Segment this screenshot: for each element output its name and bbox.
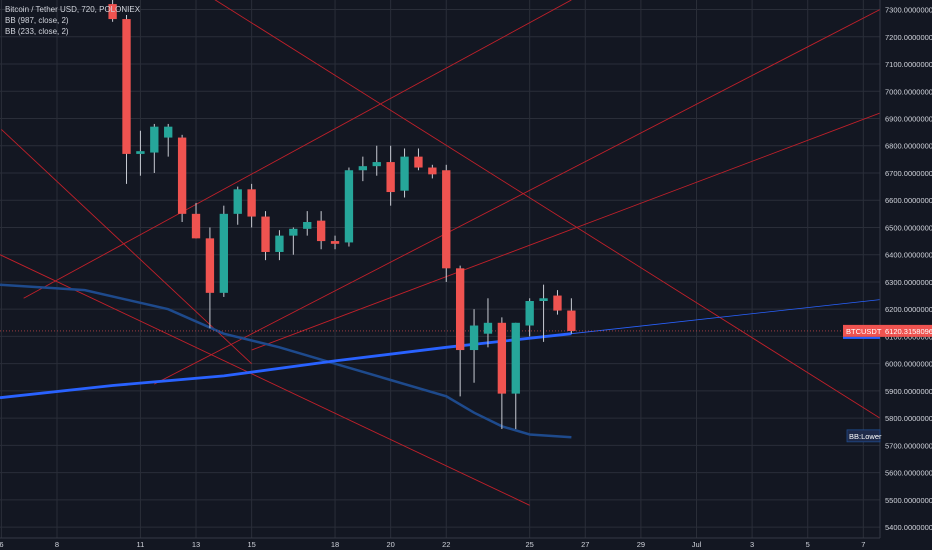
candles: [108, 0, 576, 430]
price-axis: 7300.00000000 7200.00000000 7100.00000000 7…: [885, 6, 932, 533]
bb-987-marker: [843, 336, 880, 339]
time-tick-label: 20: [386, 540, 394, 549]
price-tick-label: 5600.00000000: [885, 469, 932, 478]
time-tick-label: 6: [0, 540, 3, 549]
bb-lower-label-text: BB:Lower: [849, 432, 882, 441]
price-tick-label: 6800.00000000: [885, 142, 932, 151]
legend-bb-233[interactable]: BB (233, close, 2): [5, 27, 69, 36]
time-tick-label: 3: [750, 540, 754, 549]
trend-line: [23, 0, 572, 299]
candle-body-up: [372, 162, 381, 167]
price-tick-label: 5700.00000000: [885, 441, 932, 450]
bb-233-lower-line: [0, 283, 572, 439]
candle-body-down: [108, 4, 117, 20]
candle-body-up: [469, 325, 479, 351]
candle-body-up: [150, 126, 159, 153]
candle-body-up: [539, 298, 548, 302]
time-tick-label: Jul: [692, 540, 702, 549]
last-price-value: 6120.31580966: [885, 327, 932, 336]
time-axis: 6 8 11 13 15 18 20 22 25 27 29 Jul 3 5 7: [0, 540, 865, 549]
price-tick-label: 5800.00000000: [885, 414, 932, 423]
legend-bb-987[interactable]: BB (987, close, 2): [5, 16, 69, 25]
time-tick-label: 22: [442, 540, 450, 549]
last-price-label-bg: [843, 324, 932, 337]
chart-legend: Bitcoin / Tether USD, 720, POLONIEX BB (…: [5, 4, 140, 37]
time-tick-label: 11: [137, 540, 145, 549]
time-tick-label: 25: [525, 540, 533, 549]
candle-body-down: [191, 213, 201, 239]
grid-lines: [0, 0, 880, 538]
price-tick-label: 6300.00000000: [885, 278, 932, 287]
price-tick-label: 6500.00000000: [885, 223, 932, 232]
price-tick-label: 6900.00000000: [885, 114, 932, 123]
time-tick-label: 5: [806, 540, 810, 549]
price-tick-label: 5400.00000000: [885, 523, 932, 532]
candle-body-down: [247, 189, 256, 217]
candle-body-down: [386, 162, 395, 193]
candle-body-down: [330, 241, 340, 244]
candle-body-down: [414, 156, 423, 168]
time-tick-label: 18: [331, 540, 339, 549]
price-tick-label: 7100.00000000: [885, 60, 932, 69]
candle-body-up: [303, 222, 312, 229]
trend-line: [251, 112, 880, 351]
time-tick-label: 8: [55, 540, 59, 549]
time-tick-label: 13: [192, 540, 200, 549]
price-tick-label: 6200.00000000: [885, 305, 932, 314]
candle-body-up: [511, 322, 520, 394]
time-tick-label: 15: [247, 540, 255, 549]
candle-body-up: [344, 170, 354, 243]
candle-body-up: [289, 228, 298, 236]
candle-body-up: [400, 156, 409, 191]
price-tick-label: 7300.00000000: [885, 6, 932, 15]
time-tick-label: 7: [861, 540, 865, 549]
candle-body-down: [428, 167, 437, 175]
candle-body-up: [483, 322, 493, 334]
trend-lines: [0, 0, 880, 506]
price-tick-label: 6400.00000000: [885, 251, 932, 260]
candle-body-down: [316, 220, 326, 242]
candle-body-up: [164, 126, 173, 138]
price-tick-label: 6100.00000000: [885, 332, 932, 341]
price-tick-label: 7200.00000000: [885, 33, 932, 42]
candle-body-down: [567, 310, 576, 331]
bb-lower-label-bg: [846, 429, 881, 443]
bb-987-lower-line: [0, 332, 572, 400]
candle-body-up: [358, 166, 368, 171]
price-tick-label: 5900.00000000: [885, 387, 932, 396]
trend-line: [214, 0, 880, 419]
price-tick-label: 6700.00000000: [885, 169, 932, 178]
time-tick-label: 27: [581, 540, 589, 549]
candle-body-down: [122, 19, 131, 154]
candle-body-down: [455, 268, 465, 351]
trend-line: [154, 9, 880, 385]
bb-987-projection-line: [571, 299, 880, 335]
candle-body-up: [233, 189, 242, 214]
candle-body-down: [261, 216, 270, 252]
price-tick-label: 6000.00000000: [885, 360, 932, 369]
legend-symbol[interactable]: Bitcoin / Tether USD, 720, POLONIEX: [5, 5, 141, 14]
candle-body-down: [442, 170, 451, 269]
candle-body-up: [219, 213, 228, 293]
candle-body-down: [177, 137, 187, 214]
candle-body-up: [275, 235, 284, 252]
price-tick-label: 5500.00000000: [885, 496, 932, 505]
candle-body-down: [205, 238, 215, 293]
price-tick-label: 6600.00000000: [885, 196, 932, 205]
price-tick-label: 7000.00000000: [885, 87, 932, 96]
candle-body-up: [525, 301, 534, 326]
candle-body-up: [136, 151, 145, 154]
trend-line: [0, 254, 530, 506]
candle-body-down: [497, 322, 507, 394]
time-tick-label: 29: [637, 540, 645, 549]
candle-body-down: [553, 295, 562, 311]
plot-area: [0, 0, 880, 506]
last-price-label: BTCUSDT 6120.31580966: [843, 324, 932, 339]
bb-lower-label: BB:Lower: [846, 429, 882, 443]
last-price-symbol: BTCUSDT: [846, 327, 882, 336]
